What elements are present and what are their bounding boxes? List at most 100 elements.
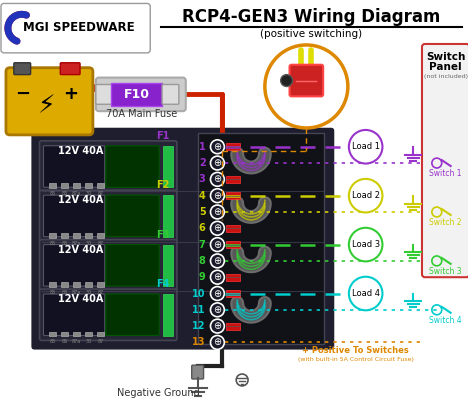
Circle shape (210, 189, 224, 202)
FancyBboxPatch shape (39, 240, 177, 291)
FancyBboxPatch shape (39, 190, 177, 242)
FancyBboxPatch shape (39, 289, 177, 341)
Bar (61, 233, 68, 238)
Bar (226, 143, 240, 150)
Circle shape (210, 156, 224, 170)
Text: 12V 40A: 12V 40A (58, 244, 104, 255)
Circle shape (210, 205, 224, 219)
Text: ⊕: ⊕ (213, 272, 221, 282)
FancyBboxPatch shape (30, 126, 336, 351)
Text: Switch: Switch (426, 52, 465, 62)
FancyBboxPatch shape (1, 3, 150, 53)
Bar (85, 282, 92, 287)
Circle shape (8, 14, 36, 42)
Text: ⚡: ⚡ (38, 94, 55, 118)
Text: 9: 9 (199, 272, 206, 282)
Bar (163, 195, 173, 237)
FancyBboxPatch shape (6, 68, 93, 135)
Text: Negative Ground: Negative Ground (117, 388, 200, 398)
Bar (97, 183, 104, 188)
Text: Panel: Panel (429, 62, 462, 72)
Bar (97, 282, 104, 287)
Text: 12V 40A: 12V 40A (58, 195, 104, 205)
Text: Load 3: Load 3 (352, 240, 380, 249)
Text: F10: F10 (123, 88, 149, 101)
Text: 2: 2 (199, 158, 206, 168)
Circle shape (210, 319, 224, 333)
Text: 87a: 87a (72, 241, 81, 246)
Text: (positive switching): (positive switching) (260, 29, 362, 39)
Bar (226, 290, 240, 297)
Text: 85: 85 (50, 290, 56, 295)
Text: 11: 11 (192, 305, 206, 315)
Text: F4: F4 (156, 279, 170, 289)
Bar (49, 282, 56, 287)
Text: 87a: 87a (72, 339, 81, 344)
Text: ⊕: ⊕ (213, 256, 221, 266)
Circle shape (349, 277, 383, 310)
Text: 86: 86 (62, 191, 68, 196)
Text: 1: 1 (199, 142, 206, 152)
Text: +: + (63, 85, 78, 103)
Text: 86: 86 (62, 339, 68, 344)
Text: ⊕: ⊕ (213, 207, 221, 217)
FancyBboxPatch shape (96, 78, 186, 111)
Text: 30: 30 (85, 290, 91, 295)
Text: Switch 3: Switch 3 (429, 267, 462, 276)
Text: 5: 5 (199, 207, 206, 217)
Text: ⊕: ⊕ (213, 191, 221, 201)
Circle shape (349, 228, 383, 261)
FancyBboxPatch shape (60, 63, 80, 75)
Bar (85, 233, 92, 238)
Text: Switch 1: Switch 1 (429, 169, 462, 178)
Bar (111, 82, 162, 106)
Text: + Positive To Switches: + Positive To Switches (302, 346, 409, 355)
Text: 7: 7 (199, 239, 206, 249)
Text: 85: 85 (50, 191, 56, 196)
FancyBboxPatch shape (106, 294, 159, 336)
FancyBboxPatch shape (106, 244, 159, 286)
Circle shape (210, 254, 224, 268)
Text: 3: 3 (199, 174, 206, 184)
FancyBboxPatch shape (44, 294, 105, 336)
Text: ⊕: ⊕ (213, 142, 221, 152)
FancyBboxPatch shape (14, 63, 31, 75)
Text: 87a: 87a (72, 290, 81, 295)
Circle shape (210, 286, 224, 300)
Circle shape (210, 336, 224, 349)
Text: 87a: 87a (72, 191, 81, 196)
Bar (85, 331, 92, 336)
FancyBboxPatch shape (158, 5, 465, 47)
Text: 86: 86 (62, 241, 68, 246)
Text: Load 4: Load 4 (352, 289, 380, 298)
Text: 13: 13 (192, 337, 206, 347)
Circle shape (210, 303, 224, 317)
Text: F3: F3 (156, 230, 170, 240)
Text: 87: 87 (97, 241, 103, 246)
Bar (226, 323, 240, 330)
Text: 70A Main Fuse: 70A Main Fuse (106, 109, 177, 119)
Text: (not included): (not included) (424, 74, 468, 79)
Circle shape (210, 270, 224, 284)
Bar (85, 183, 92, 188)
Text: Load 1: Load 1 (352, 142, 380, 151)
Circle shape (210, 238, 224, 252)
Bar (61, 282, 68, 287)
Text: 87: 87 (97, 191, 103, 196)
Circle shape (210, 140, 224, 154)
Bar (163, 244, 173, 286)
FancyBboxPatch shape (96, 84, 112, 104)
Bar (226, 274, 240, 281)
Text: ⊕: ⊕ (213, 321, 221, 331)
Text: 30: 30 (85, 191, 91, 196)
Text: MGI SPEEDWARE: MGI SPEEDWARE (23, 21, 135, 34)
Text: ⊕: ⊕ (213, 289, 221, 299)
Bar (73, 233, 80, 238)
FancyBboxPatch shape (44, 244, 105, 286)
Bar (61, 183, 68, 188)
Circle shape (210, 173, 224, 186)
FancyBboxPatch shape (44, 146, 105, 187)
FancyBboxPatch shape (39, 141, 177, 192)
FancyBboxPatch shape (106, 146, 159, 187)
Text: F1: F1 (156, 131, 170, 141)
